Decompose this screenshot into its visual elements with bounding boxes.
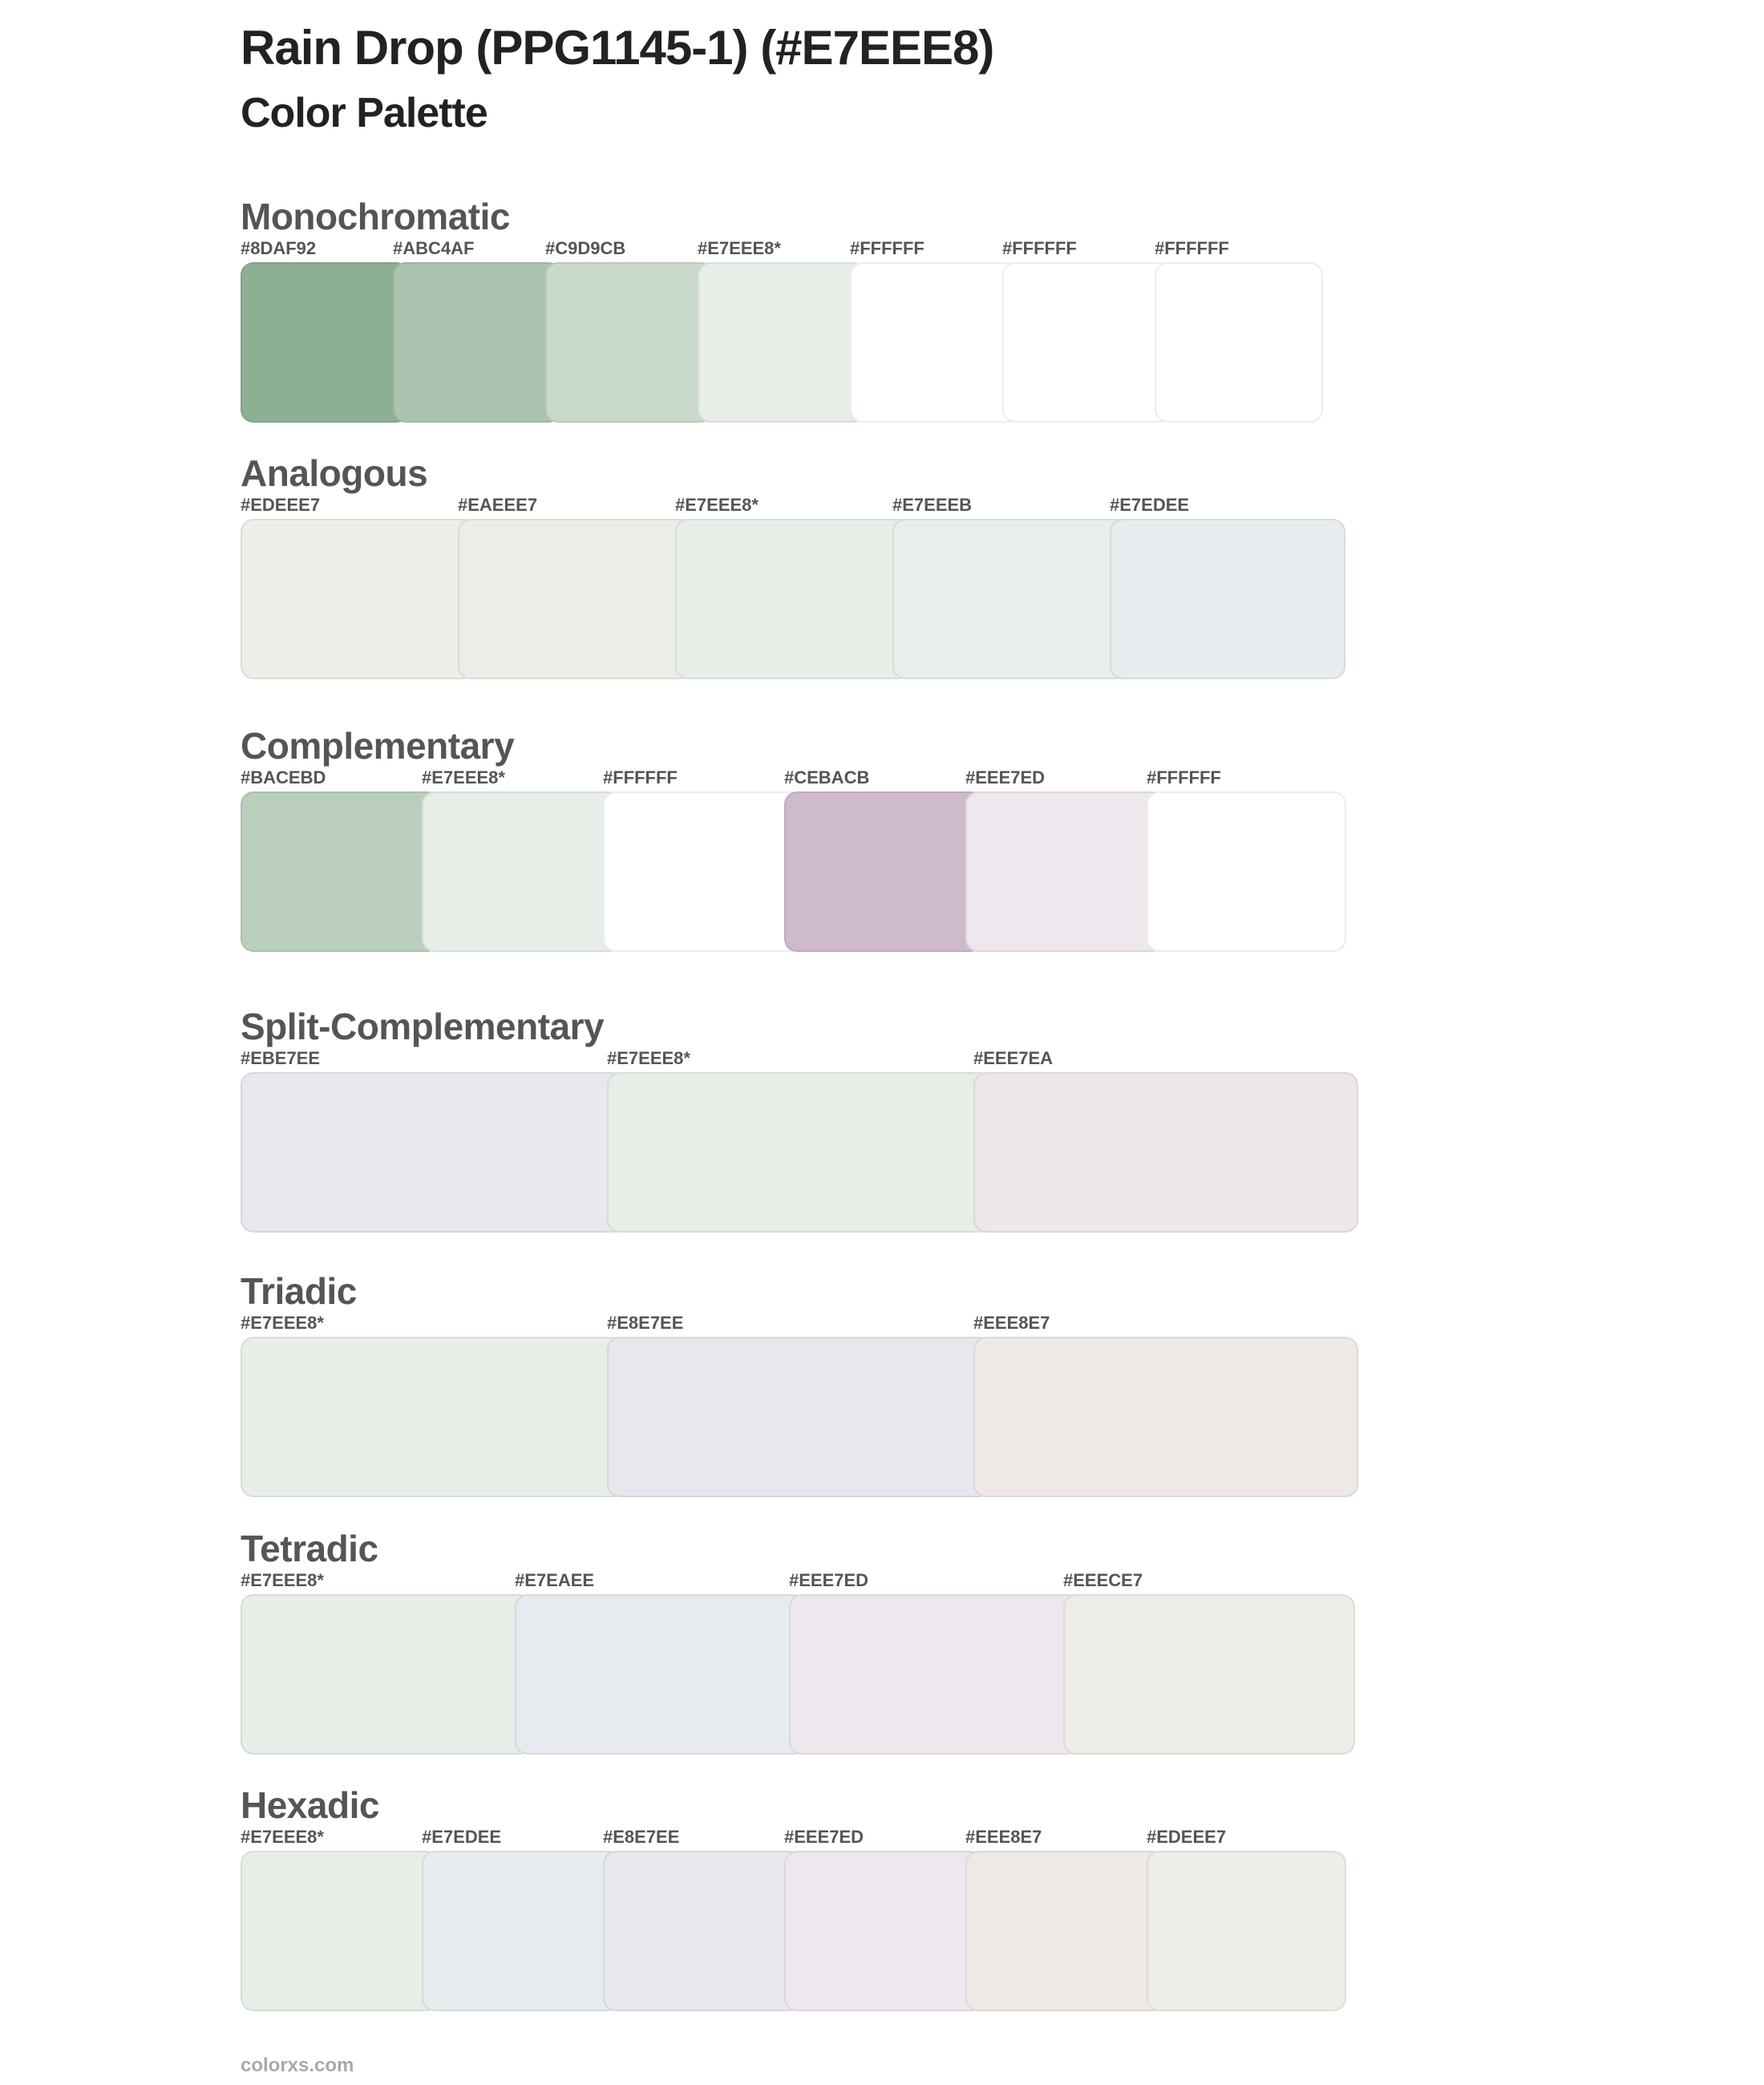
color-swatch[interactable] (515, 1594, 807, 1755)
color-swatch[interactable] (607, 1072, 992, 1233)
section-title: Monochromatic (241, 196, 510, 237)
color-swatch[interactable] (1155, 262, 1323, 423)
page-title: Rain Drop (PPG1145-1) (#E7EEE8) (241, 21, 994, 75)
swatch-hex-label: #EEE7ED (789, 1570, 869, 1590)
swatch-hex-label: #EAEEE7 (458, 495, 538, 515)
swatch-hex-label: #FFFFFF (850, 238, 924, 258)
swatch-hex-label: #E7EEE8* (241, 1313, 324, 1333)
swatch-hex-label: #EEE7ED (965, 767, 1046, 787)
color-swatch[interactable] (789, 1594, 1081, 1755)
color-swatch[interactable] (698, 262, 866, 423)
swatch-hex-label: #CEBACB (784, 767, 870, 787)
swatch-hex-label: #EEE8E7 (965, 1827, 1042, 1847)
swatch-hex-label: #E7EDEE (1110, 495, 1190, 515)
color-swatch[interactable] (973, 1337, 1358, 1497)
color-swatch[interactable] (241, 1851, 440, 2011)
section-title: Analogous (241, 452, 428, 494)
swatch-hex-label: #EDEEE7 (241, 495, 321, 515)
color-swatch[interactable] (675, 519, 911, 679)
swatch-hex-label: #EDEEE7 (1147, 1827, 1227, 1847)
color-swatch[interactable] (545, 262, 714, 423)
color-swatch[interactable] (892, 519, 1128, 679)
swatch-hex-label: #FFFFFF (603, 767, 678, 787)
color-swatch[interactable] (607, 1337, 992, 1497)
color-swatch[interactable] (241, 519, 476, 679)
swatch-hex-label: #EEE7ED (784, 1827, 864, 1847)
section-title: Hexadic (241, 1784, 379, 1826)
swatch-hex-label: #EEE8E7 (973, 1313, 1050, 1333)
color-swatch[interactable] (965, 1851, 1165, 2011)
color-swatch[interactable] (1063, 1594, 1355, 1755)
color-swatch[interactable] (603, 1851, 803, 2011)
section-split-complementary: Split-Complementary #EBE7EE #E7EEE8* #EEE7E… (241, 1008, 1379, 1241)
color-swatch[interactable] (422, 1851, 621, 2011)
color-swatch[interactable] (1147, 1851, 1346, 2011)
color-swatch[interactable] (965, 791, 1165, 952)
color-swatch[interactable] (393, 262, 561, 423)
color-swatch[interactable] (973, 1072, 1358, 1233)
color-swatch[interactable] (241, 1337, 625, 1497)
color-swatch[interactable] (784, 791, 984, 952)
swatch-hex-label: #BACEBD (241, 767, 326, 787)
section-hexadic: Hexadic #E7EEE8* #E7EDEE #E8E7EE #EEE7ED #EEE… (241, 1787, 1379, 2019)
color-swatch[interactable] (1002, 262, 1171, 423)
color-swatch[interactable] (422, 791, 621, 952)
section-title: Tetradic (241, 1528, 378, 1569)
swatch-hex-label: #E8E7EE (603, 1827, 680, 1847)
section-analogous: Analogous #EDEEE7 #EAEEE7 #E7EEE8* #E7EEEB #E… (241, 455, 1379, 687)
section-title: Complementary (241, 725, 515, 767)
site-credit: colorxs.com (241, 2055, 354, 2076)
page-subtitle: Color Palette (241, 90, 488, 136)
color-swatch[interactable] (603, 791, 803, 952)
section-complementary: Complementary #BACEBD #E7EEE8* #FFFFFF #CEBA… (241, 727, 1379, 960)
swatch-hex-label: #FFFFFF (1002, 238, 1077, 258)
section-title: Triadic (241, 1270, 357, 1312)
section-title: Split-Complementary (241, 1006, 605, 1047)
swatch-hex-label: #E7EEE8* (675, 495, 759, 515)
color-swatch[interactable] (1147, 791, 1346, 952)
swatch-hex-label: #E7EEE8* (241, 1827, 324, 1847)
swatch-hex-label: #EEE7EA (973, 1048, 1054, 1068)
section-triadic: Triadic #E7EEE8* #E8E7EE #EEE8E7 (241, 1273, 1379, 1505)
swatch-hex-label: #EEECE7 (1063, 1570, 1143, 1590)
color-swatch[interactable] (1110, 519, 1345, 679)
color-swatch[interactable] (850, 262, 1018, 423)
swatch-hex-label: #E7EEE8* (698, 238, 781, 258)
color-swatch[interactable] (241, 1072, 625, 1233)
swatch-hex-label: #8DAF92 (241, 238, 317, 258)
color-swatch[interactable] (241, 1594, 532, 1755)
color-swatch[interactable] (241, 791, 440, 952)
swatch-hex-label: #E7EDEE (422, 1827, 502, 1847)
color-swatch[interactable] (458, 519, 694, 679)
swatch-hex-label: #ABC4AF (393, 238, 475, 258)
swatch-hex-label: #E7EEE8* (422, 767, 505, 787)
swatch-hex-label: #FFFFFF (1155, 238, 1229, 258)
section-monochromatic: Monochromatic #8DAF92 #ABC4AF #C9D9CB #E7EEE… (241, 198, 1379, 431)
swatch-hex-label: #E8E7EE (607, 1313, 684, 1333)
swatch-hex-label: #E7EEEB (892, 495, 973, 515)
swatch-hex-label: #C9D9CB (545, 238, 626, 258)
section-tetradic: Tetradic #E7EEE8* #E7EAEE #EEE7ED #EEECE7 (241, 1530, 1379, 1763)
color-swatch[interactable] (784, 1851, 984, 2011)
swatch-hex-label: #FFFFFF (1147, 767, 1221, 787)
swatch-hex-label: #E7EEE8* (607, 1048, 690, 1068)
swatch-hex-label: #E7EEE8* (241, 1570, 324, 1590)
swatch-hex-label: #EBE7EE (241, 1048, 321, 1068)
color-swatch[interactable] (241, 262, 409, 423)
swatch-hex-label: #E7EAEE (515, 1570, 595, 1590)
